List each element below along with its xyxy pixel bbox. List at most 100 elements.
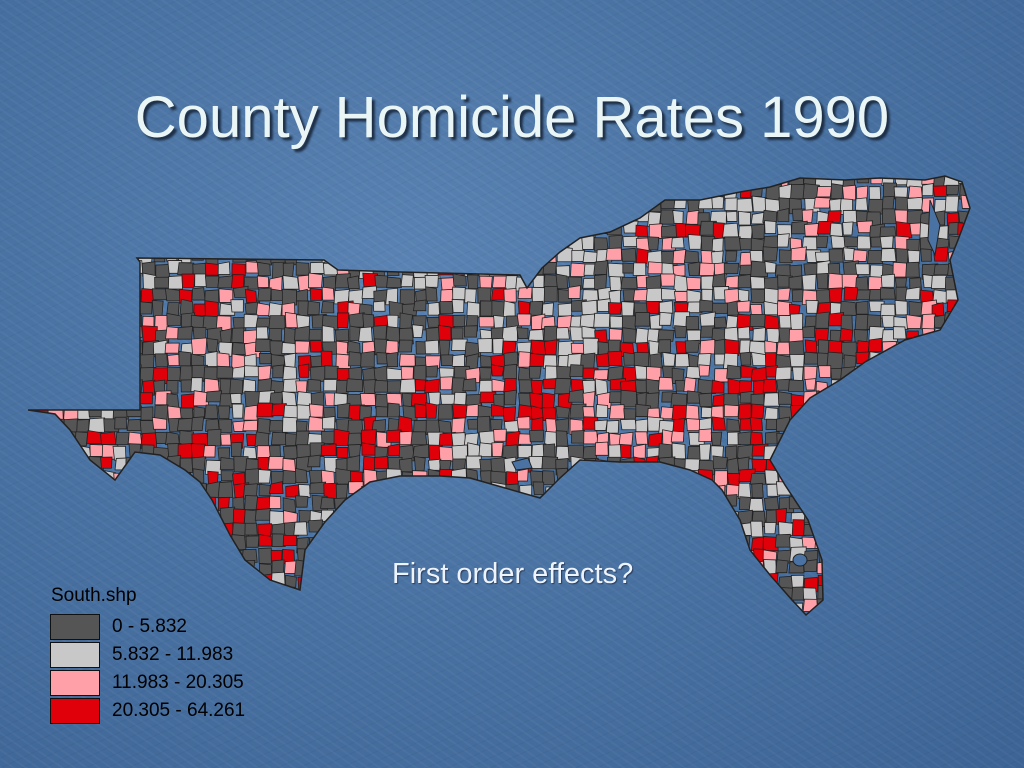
county-polygon <box>190 377 203 392</box>
county-polygon <box>361 535 375 553</box>
county-polygon <box>36 260 51 275</box>
county-polygon <box>309 365 327 382</box>
county-polygon <box>518 224 531 239</box>
county-polygon <box>206 428 222 447</box>
county-polygon <box>88 338 104 355</box>
county-polygon <box>918 496 932 510</box>
county-polygon <box>855 468 872 482</box>
county-polygon <box>47 391 63 405</box>
county-polygon <box>154 353 169 367</box>
county-polygon <box>465 393 483 406</box>
county-polygon <box>957 418 970 432</box>
county-polygon <box>88 548 106 561</box>
county-polygon <box>349 209 364 225</box>
county-polygon <box>621 523 639 539</box>
county-polygon <box>972 368 987 379</box>
county-polygon <box>126 547 144 560</box>
county-polygon <box>645 287 663 302</box>
county-polygon <box>869 432 885 444</box>
county-polygon <box>28 561 34 576</box>
county-polygon <box>659 311 673 326</box>
county-polygon <box>726 573 742 589</box>
county-polygon <box>974 380 986 392</box>
county-polygon <box>113 176 128 189</box>
county-polygon <box>567 185 585 202</box>
county-polygon <box>220 470 235 482</box>
county-polygon <box>244 522 258 536</box>
county-polygon <box>297 236 313 253</box>
county-polygon <box>307 454 321 468</box>
county-polygon <box>427 480 442 498</box>
county-polygon <box>764 496 780 511</box>
county-polygon <box>569 497 583 513</box>
county-polygon <box>294 176 310 184</box>
county-polygon <box>151 521 167 535</box>
county-polygon <box>959 365 970 381</box>
county-polygon <box>478 430 496 445</box>
county-polygon <box>567 506 582 524</box>
county-polygon <box>595 469 610 485</box>
county-polygon <box>271 183 288 201</box>
county-polygon <box>633 611 647 615</box>
county-polygon <box>386 367 403 380</box>
county-polygon <box>63 493 76 511</box>
county-polygon <box>699 443 712 461</box>
county-polygon <box>401 176 417 186</box>
county-polygon <box>176 417 195 431</box>
county-polygon <box>725 550 740 566</box>
county-polygon <box>502 406 517 422</box>
county-polygon <box>362 313 375 329</box>
county-polygon <box>333 546 347 563</box>
county-polygon <box>466 236 483 252</box>
county-polygon <box>583 480 597 495</box>
county-polygon <box>529 616 540 628</box>
county-polygon <box>855 429 870 445</box>
county-polygon <box>348 443 362 458</box>
county-polygon <box>854 391 867 406</box>
county-polygon <box>28 601 35 615</box>
county-polygon <box>28 176 36 186</box>
county-polygon <box>727 457 739 475</box>
county-polygon <box>204 250 219 265</box>
county-polygon <box>932 458 949 476</box>
county-polygon <box>583 430 599 445</box>
county-polygon <box>619 443 632 458</box>
county-polygon <box>974 210 985 222</box>
county-polygon <box>28 354 39 369</box>
county-polygon <box>112 545 126 562</box>
county-polygon <box>154 329 170 344</box>
county-polygon <box>580 547 597 559</box>
county-polygon <box>922 328 936 345</box>
county-polygon <box>61 469 78 484</box>
county-polygon <box>62 222 76 240</box>
county-polygon <box>763 314 780 330</box>
county-polygon <box>245 535 260 548</box>
county-polygon <box>867 469 884 485</box>
county-polygon <box>359 392 377 406</box>
county-polygon <box>101 176 116 183</box>
county-polygon <box>714 547 731 562</box>
county-polygon <box>205 176 220 185</box>
county-polygon <box>633 352 650 367</box>
county-polygon <box>725 523 741 538</box>
county-polygon <box>671 404 688 421</box>
county-polygon <box>309 442 325 458</box>
county-polygon <box>415 199 429 212</box>
county-polygon <box>268 481 284 494</box>
county-polygon <box>49 185 64 199</box>
county-polygon <box>477 483 494 496</box>
county-polygon <box>867 250 883 264</box>
county-polygon <box>166 483 183 499</box>
county-polygon <box>570 262 586 277</box>
county-polygon <box>478 316 495 328</box>
county-polygon <box>907 535 925 550</box>
county-polygon <box>687 522 702 539</box>
county-polygon <box>854 404 868 421</box>
county-polygon <box>86 381 102 395</box>
county-polygon <box>672 586 688 600</box>
county-polygon <box>101 483 115 498</box>
county-polygon <box>908 391 923 404</box>
county-polygon <box>597 482 613 498</box>
county-polygon <box>166 312 182 326</box>
county-polygon <box>98 380 116 396</box>
